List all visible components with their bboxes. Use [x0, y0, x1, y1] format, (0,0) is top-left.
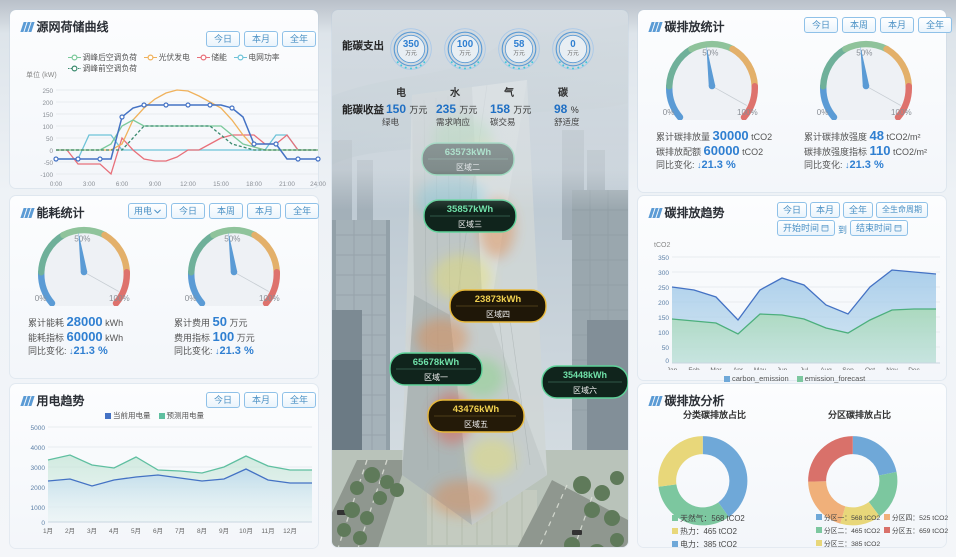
svg-text:万元: 万元 — [459, 50, 471, 57]
svg-text:3:00: 3:00 — [83, 181, 96, 188]
svg-text:万元: 万元 — [513, 50, 525, 57]
svg-text:Oct: Oct — [865, 367, 875, 370]
svg-text:Aug: Aug — [820, 367, 832, 370]
svg-text:23873kWh: 23873kWh — [475, 294, 522, 305]
svg-text:200: 200 — [42, 100, 53, 107]
svg-text:10月: 10月 — [239, 527, 253, 535]
svg-text:区域四: 区域四 — [486, 309, 510, 319]
svg-text:100: 100 — [42, 124, 53, 131]
svg-text:-50: -50 — [44, 160, 54, 167]
svg-text:Mar: Mar — [710, 367, 722, 370]
svg-text:50: 50 — [46, 136, 54, 143]
svg-text:2000: 2000 — [31, 485, 46, 492]
svg-text:250: 250 — [658, 285, 669, 292]
svg-text:万元: 万元 — [405, 50, 417, 57]
svg-text:6:00: 6:00 — [116, 181, 129, 188]
svg-text:3月: 3月 — [87, 527, 97, 535]
svg-text:100%: 100% — [891, 108, 912, 117]
svg-text:3000: 3000 — [31, 465, 46, 472]
svg-text:100%: 100% — [737, 108, 758, 117]
svg-text:Jun: Jun — [777, 367, 788, 370]
svg-text:5000: 5000 — [31, 425, 46, 432]
svg-text:May: May — [754, 367, 767, 370]
svg-text:0%: 0% — [663, 108, 675, 117]
svg-text:2月: 2月 — [65, 527, 75, 535]
svg-text:12月: 12月 — [283, 527, 297, 535]
svg-text:12:00: 12:00 — [180, 181, 196, 188]
svg-text:-100: -100 — [40, 172, 53, 179]
svg-text:15:00: 15:00 — [213, 181, 229, 188]
svg-text:50%: 50% — [702, 48, 718, 57]
svg-text:1月: 1月 — [43, 527, 53, 535]
svg-text:Dec: Dec — [908, 367, 920, 370]
svg-text:100%: 100% — [109, 294, 130, 303]
svg-text:300: 300 — [658, 270, 669, 277]
svg-text:0%: 0% — [185, 294, 197, 303]
svg-text:7月: 7月 — [175, 527, 185, 535]
svg-text:5月: 5月 — [131, 527, 141, 535]
svg-text:50: 50 — [662, 345, 670, 352]
svg-text:0: 0 — [49, 148, 53, 155]
svg-text:万元: 万元 — [567, 50, 579, 57]
svg-text:35448kWh: 35448kWh — [563, 370, 607, 380]
svg-text:9月: 9月 — [219, 527, 229, 535]
svg-text:150: 150 — [42, 112, 53, 119]
svg-text:100: 100 — [457, 39, 473, 50]
svg-text:0%: 0% — [35, 294, 47, 303]
svg-text:8月: 8月 — [197, 527, 207, 535]
svg-text:Jul: Jul — [800, 367, 809, 370]
svg-text:区域六: 区域六 — [573, 385, 597, 395]
svg-text:24:00: 24:00 — [310, 181, 326, 188]
svg-text:Jan: Jan — [667, 367, 678, 370]
svg-text:100%: 100% — [259, 294, 280, 303]
svg-text:6月: 6月 — [153, 527, 163, 535]
svg-text:0: 0 — [570, 39, 575, 50]
svg-text:0:00: 0:00 — [50, 181, 63, 188]
svg-text:250: 250 — [42, 88, 53, 95]
svg-text:100: 100 — [658, 330, 669, 337]
svg-text:150: 150 — [658, 315, 669, 322]
svg-text:11月: 11月 — [261, 527, 274, 535]
svg-text:Sep: Sep — [842, 367, 854, 370]
svg-text:18:00: 18:00 — [246, 181, 262, 188]
svg-text:区域一: 区域一 — [424, 372, 448, 382]
svg-text:Nov: Nov — [886, 367, 898, 370]
svg-text:区域五: 区域五 — [464, 419, 488, 429]
svg-text:4月: 4月 — [109, 527, 119, 535]
svg-text:9:00: 9:00 — [149, 181, 162, 188]
svg-text:21:00: 21:00 — [279, 181, 295, 188]
svg-text:58: 58 — [514, 39, 525, 50]
svg-text:4000: 4000 — [31, 445, 46, 452]
svg-text:200: 200 — [658, 300, 669, 307]
svg-text:0%: 0% — [817, 108, 829, 117]
svg-text:0: 0 — [41, 520, 45, 527]
svg-text:350: 350 — [403, 39, 419, 50]
svg-text:Feb: Feb — [688, 367, 700, 370]
svg-text:50%: 50% — [74, 234, 90, 243]
svg-text:350: 350 — [658, 255, 669, 262]
svg-text:65678kWh: 65678kWh — [413, 357, 460, 368]
svg-text:50%: 50% — [856, 48, 872, 57]
svg-text:50%: 50% — [224, 234, 240, 243]
svg-text:1000: 1000 — [31, 505, 46, 512]
svg-text:43476kWh: 43476kWh — [453, 404, 500, 415]
svg-text:0: 0 — [665, 358, 669, 365]
svg-text:Apr: Apr — [733, 367, 744, 370]
svg-text:区域三: 区域三 — [458, 219, 482, 229]
